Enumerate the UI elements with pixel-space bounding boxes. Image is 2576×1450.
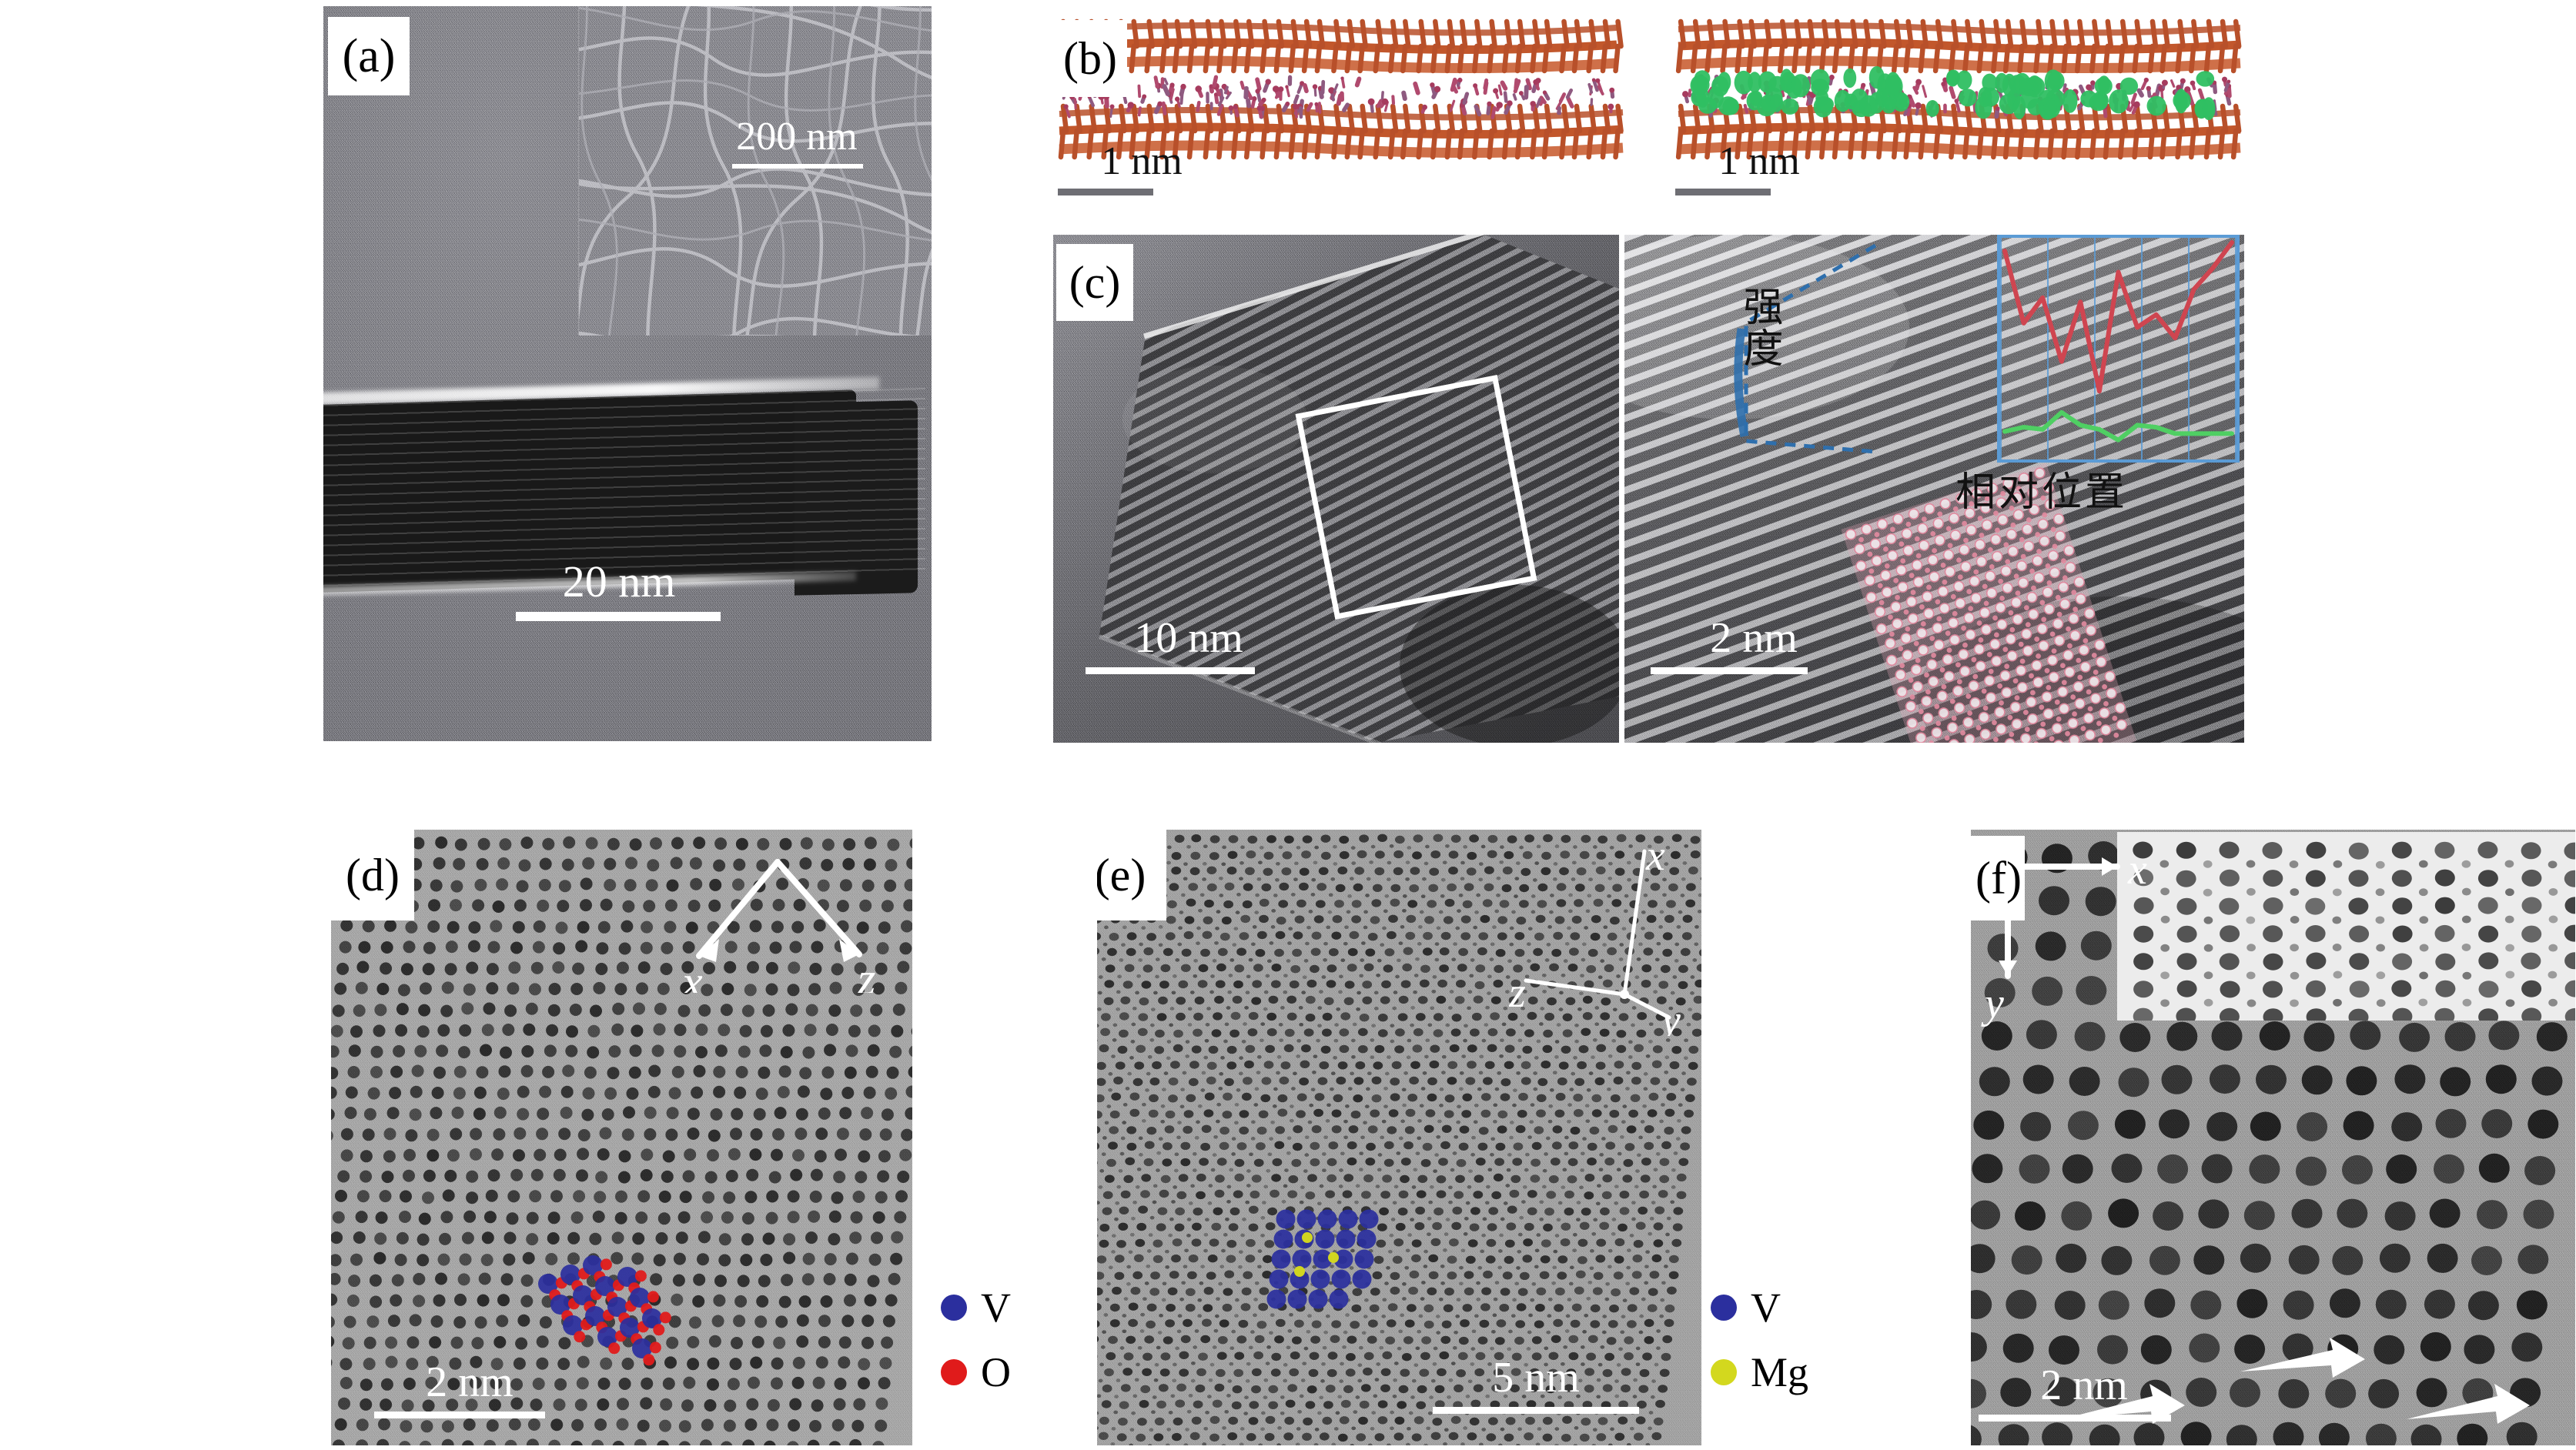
stem-grain-texture-e: [1097, 830, 1701, 1445]
arrow-3: [2407, 1384, 2530, 1424]
panel-f-simulated-inset: [2117, 832, 2575, 1035]
panel-d-haadf-stem: x z (d) 2 nm: [331, 830, 912, 1445]
legend-swatch-v: [1711, 1295, 1737, 1321]
inset-scalebar-line: [732, 164, 863, 169]
plot-series-group: [2002, 240, 2234, 443]
panel-b-label: (b): [1053, 20, 1127, 97]
arrow-2: [2062, 1384, 2185, 1424]
panel-f-label: (f): [1971, 836, 2025, 920]
xz-axis-indicator: x z: [681, 859, 875, 993]
scalebar-line: [1433, 1407, 1639, 1414]
sem-grain-texture: [579, 6, 932, 336]
legend-item-v: V: [941, 1287, 1011, 1328]
panel-d-scalebar: 2 nm: [370, 1358, 570, 1418]
panel-c-right-scalebar: 2 nm: [1646, 613, 1862, 674]
panel-f-scalebar: 2 nm: [1972, 1361, 2196, 1422]
legend-swatch-o: [941, 1359, 967, 1385]
scalebar-line: [1651, 667, 1808, 674]
defect-arrows: [2062, 1338, 2530, 1424]
scalebar-line: [516, 612, 721, 621]
legend-label-mg: Mg: [1751, 1349, 1809, 1395]
svg-text:z: z: [1509, 969, 1526, 1017]
plot-x-axis-label: 相对位置: [1955, 470, 2129, 515]
svg-text:x: x: [681, 957, 703, 993]
panel-b-left-model: (b): [1053, 6, 1627, 183]
stem-grain-texture-d: [331, 830, 912, 1445]
atomic-lattice-overlay: [1841, 463, 2137, 743]
panel-e-label: (e): [1097, 830, 1166, 920]
panel-e-haadf-stem: x y z (e) 5 nm: [1097, 830, 1701, 1445]
atomic-column-lattice-d: [331, 830, 912, 1445]
scalebar-line: [1675, 189, 1771, 195]
svg-text:z: z: [857, 954, 875, 993]
legend-swatch-v: [941, 1295, 967, 1321]
panel-a-tem-micrograph: (a) 20 nm 200 nm: [323, 6, 932, 741]
panel-b-right-model: [1671, 6, 2244, 183]
atomic-column-lattice-e: [1097, 830, 1701, 1445]
panel-c-left-scalebar: 10 nm: [1081, 613, 1296, 674]
layered-lattice-drawing-right: [1671, 6, 2244, 183]
simulated-image-drawing: [2117, 832, 2575, 1035]
vanadium-magnesium-overlay: [1266, 1209, 1379, 1309]
panel-b-right-scalebar: 1 nm: [1671, 139, 1848, 195]
svg-text:y: y: [1658, 997, 1681, 1036]
panel-b-left-scalebar: 1 nm: [1053, 139, 1230, 195]
scalebar-line: [1086, 667, 1255, 674]
plot-y-axis-label: 强度: [1737, 286, 1781, 369]
svg-text:x: x: [1645, 836, 1665, 880]
legend-label-v: V: [1751, 1285, 1781, 1331]
legend-label-v: V: [981, 1285, 1011, 1331]
region-of-interest-box: [1295, 375, 1537, 620]
panel-a-label: (a): [328, 17, 410, 95]
roi-to-plot-connector: [1734, 243, 1877, 454]
scalebar-line: [1979, 1415, 2171, 1422]
panel-e-legend: V Mg: [1711, 1287, 1808, 1393]
panel-c-label: (c): [1056, 244, 1133, 321]
panel-f-haadf-stem: x y (f) 2 nm: [1971, 830, 2575, 1445]
xyz-axis-indicator: x y z: [1509, 836, 1681, 1036]
legend-item-o: O: [941, 1351, 1011, 1393]
hrtem-crystal-drawing: [1053, 235, 1619, 743]
panel-c-left-hrtem: (c) 10 nm: [1053, 235, 1619, 743]
legend-label-o: O: [981, 1349, 1011, 1395]
panel-a-scalebar: 20 nm: [503, 556, 734, 621]
panel-a-inset-scalebar: 200 nm: [674, 114, 920, 169]
arrow-1: [2240, 1338, 2365, 1378]
intensity-line-profile-plot: [1997, 235, 2240, 463]
hrtem-grain-texture: [1053, 235, 1619, 743]
panel-d-label: (d): [331, 830, 414, 920]
scalebar-line: [1058, 189, 1153, 195]
vanadium-oxygen-overlay: [538, 1255, 671, 1366]
nanowire-network-drawing: [579, 6, 932, 336]
legend-item-mg: Mg: [1711, 1351, 1808, 1393]
panel-a-sem-inset: [578, 6, 932, 336]
panel-c-right-hrtem: 强度 相对位置 2 nm: [1624, 235, 2244, 743]
scalebar-line: [374, 1412, 545, 1418]
panel-e-scalebar: 5 nm: [1420, 1353, 1651, 1414]
panel-d-legend: V O: [941, 1287, 1011, 1393]
legend-swatch-mg: [1711, 1359, 1737, 1385]
legend-item-v: V: [1711, 1287, 1808, 1328]
